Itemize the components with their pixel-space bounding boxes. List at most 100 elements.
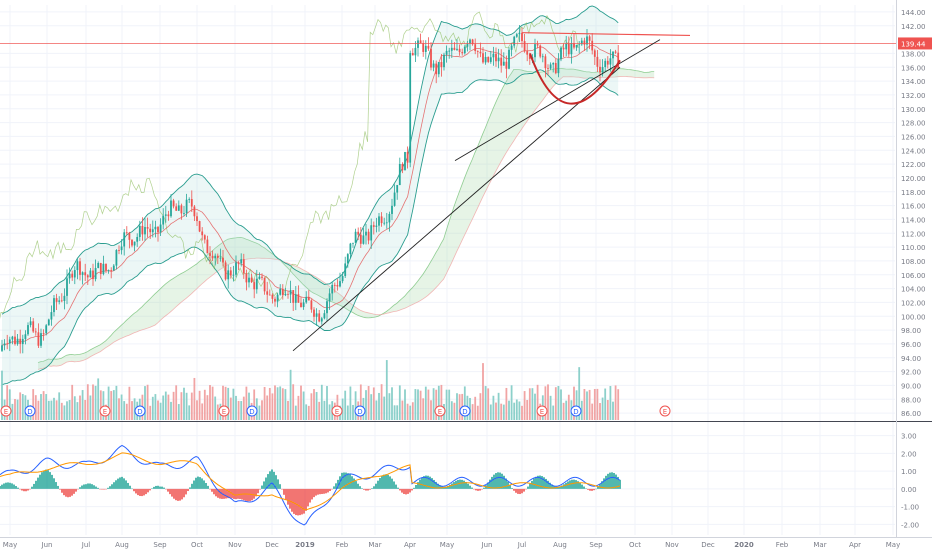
volume-bar — [346, 405, 349, 420]
volume-bar — [274, 385, 276, 420]
volume-bar — [19, 392, 22, 420]
macd-histogram-bar — [291, 488, 293, 512]
volume-bar — [411, 402, 414, 420]
price-axis-label: 126.00 — [901, 133, 926, 141]
price-axis-label: 118.00 — [901, 189, 926, 197]
volume-bar — [315, 392, 318, 420]
candle-body — [170, 200, 172, 217]
macd-histogram-bar — [309, 488, 311, 503]
candle-body — [250, 277, 253, 283]
candle-body — [281, 288, 284, 296]
candle-body — [609, 58, 612, 65]
candle-body — [216, 255, 219, 258]
macd-histogram-bar — [175, 488, 177, 501]
volume-bar — [528, 388, 531, 420]
volume-bar — [263, 386, 266, 420]
volume-bar — [523, 391, 526, 420]
volume-bar — [232, 388, 235, 420]
candle-body — [375, 225, 378, 227]
time-axis-label: Apr — [404, 541, 416, 549]
price-axis-label: 122.00 — [901, 161, 926, 169]
macd-histogram-bar — [171, 488, 173, 497]
candle-body — [331, 284, 334, 294]
candle-body — [193, 206, 196, 217]
candle-body — [154, 226, 157, 230]
candle-body — [359, 234, 362, 244]
candle-body — [362, 235, 365, 244]
candle-body — [534, 44, 536, 58]
volume-bar — [565, 400, 568, 420]
candle-body — [34, 331, 37, 333]
volume-bar — [401, 400, 404, 420]
candle-body — [42, 333, 45, 334]
candle-body — [458, 48, 461, 53]
macd-histogram-bar — [391, 478, 393, 489]
macd-histogram-bar — [589, 488, 591, 491]
candle-body — [123, 232, 126, 247]
macd-histogram-bar — [135, 488, 137, 494]
macd-histogram-bar — [199, 477, 201, 489]
macd-histogram-bar — [389, 476, 391, 489]
candle-body — [593, 50, 596, 57]
volume-bar — [437, 385, 440, 420]
candle-body — [570, 43, 573, 55]
macd-histogram-bar — [163, 487, 165, 489]
macd-histogram-bar — [271, 469, 273, 489]
candle-body — [118, 250, 120, 251]
candle-body — [131, 239, 133, 246]
volume-bar — [430, 400, 432, 420]
candle-body — [443, 54, 445, 68]
macd-histogram-bar — [167, 488, 169, 492]
event-marker-circle — [459, 405, 471, 417]
last-price-label: 139.44 — [901, 40, 926, 48]
macd-histogram-bar — [613, 472, 615, 489]
macd-histogram-bar — [609, 472, 611, 489]
last-price-tag — [898, 37, 932, 50]
macd-histogram-bar — [189, 487, 191, 489]
candle-body — [502, 61, 505, 66]
candle-body — [417, 40, 419, 48]
volume-bar — [575, 390, 578, 420]
volume-bar — [151, 396, 154, 420]
osc-axis-label: 1.00 — [901, 468, 917, 476]
candle-body — [552, 63, 555, 65]
macd-histogram-bar — [203, 480, 205, 489]
volume-bar — [237, 400, 240, 420]
volume-bar — [14, 399, 16, 420]
macd-histogram-bar — [471, 487, 473, 489]
volume-bar — [227, 387, 230, 420]
candle-body — [583, 40, 586, 45]
macd-histogram-bar — [509, 484, 511, 489]
volume-bar — [99, 390, 102, 420]
candle-body — [172, 200, 175, 207]
volume-bar — [456, 393, 458, 420]
volume-bar — [424, 386, 427, 420]
ichimoku-cloud — [38, 68, 655, 370]
candle-body — [209, 253, 211, 256]
candle-body — [326, 301, 328, 314]
macd-histogram-bar — [183, 488, 185, 498]
volume-bar — [84, 399, 87, 420]
candle-body — [255, 278, 258, 290]
candle-body — [92, 270, 94, 280]
lower-band — [1, 69, 619, 386]
candle-body — [575, 44, 578, 48]
macd-histogram-bar — [511, 488, 513, 489]
candle-body — [146, 227, 149, 229]
candle-body — [253, 282, 256, 290]
candle-body — [292, 290, 295, 303]
candle-body — [60, 300, 63, 302]
volume-bar — [497, 392, 500, 420]
price-axis-label: 90.00 — [901, 382, 921, 390]
volume-bar — [391, 387, 393, 420]
macd-histogram-bar — [43, 470, 45, 489]
volume-bar — [164, 391, 167, 420]
volume-bar — [476, 405, 479, 420]
volume-bar — [463, 386, 466, 420]
volume-bar — [92, 384, 94, 420]
ichimoku-layer — [0, 5, 655, 386]
macd-histogram-bar — [227, 488, 229, 499]
